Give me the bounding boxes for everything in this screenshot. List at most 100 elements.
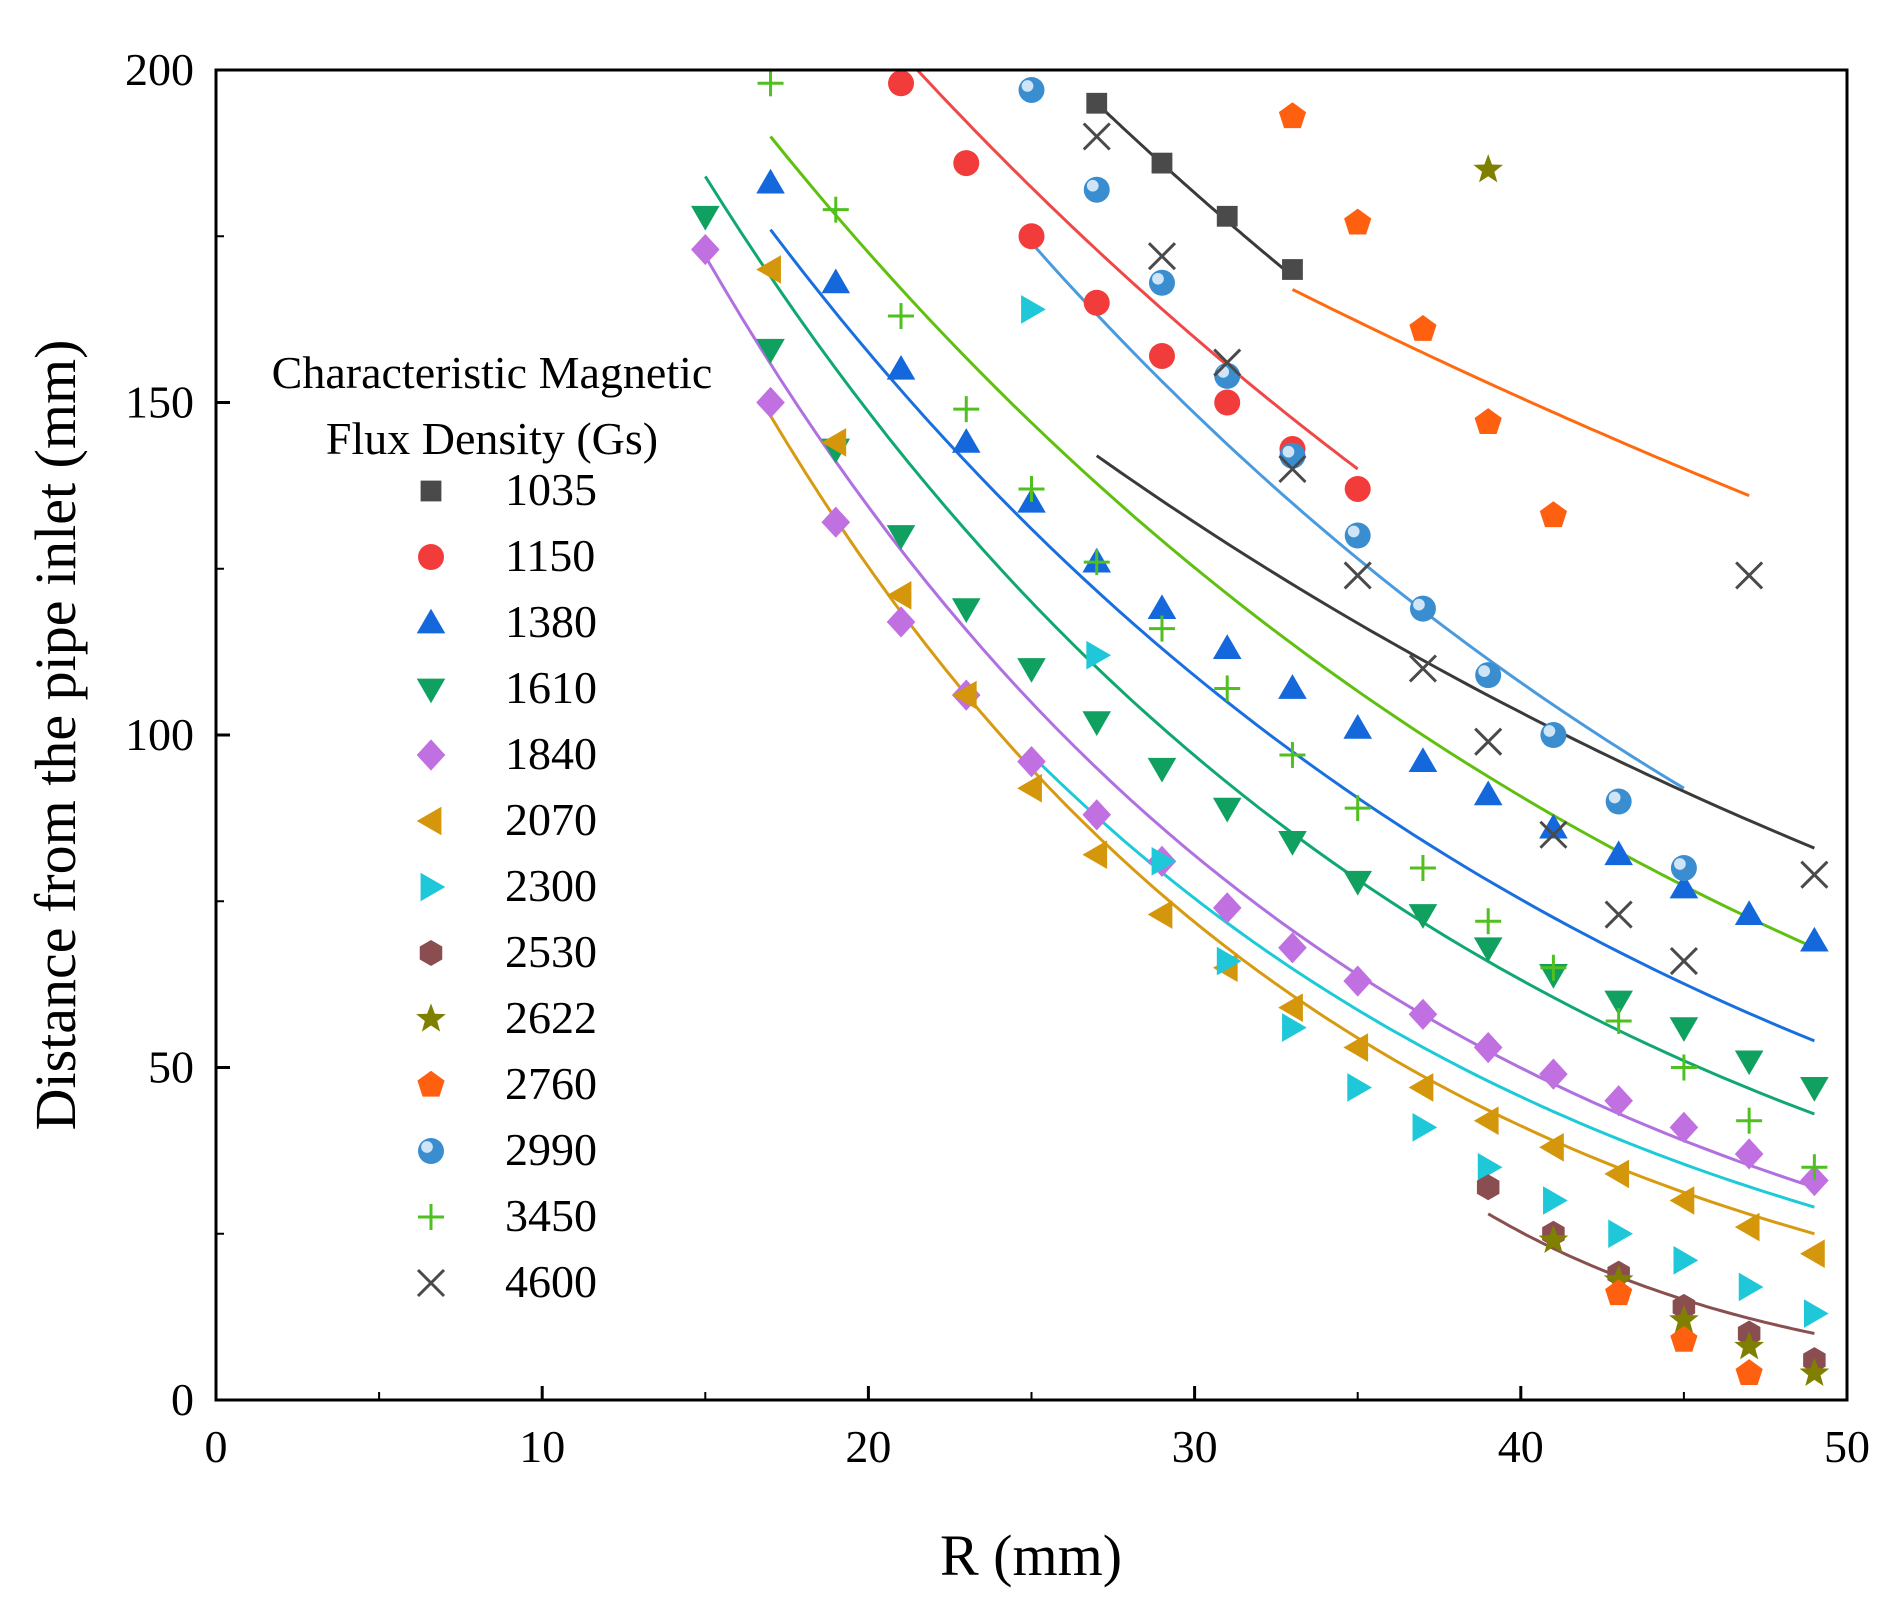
axis-ticks: 0 10 20 30 40 50 0 50 100 150 200	[125, 44, 1870, 1472]
data-point-2622	[1669, 1304, 1699, 1333]
data-point-1610	[1800, 1077, 1829, 1102]
data-point-4600	[1082, 122, 1111, 151]
data-point-3450	[1670, 1054, 1697, 1081]
legend-item-2530: 2530	[419, 926, 597, 977]
data-point-2622	[1603, 1264, 1634, 1293]
data-point-3450	[1083, 549, 1110, 576]
data-point-3450	[822, 196, 849, 223]
data-point-2760	[1278, 102, 1307, 129]
data-points	[691, 70, 1830, 1387]
data-point-1840	[886, 606, 916, 638]
y-tick-label: 150	[125, 377, 194, 428]
data-point-3450	[1540, 954, 1567, 981]
fit-line-1035	[1095, 102, 1294, 278]
legend-marker-2622	[416, 1003, 446, 1032]
data-point-2760	[1539, 501, 1568, 528]
data-point-1840	[1082, 799, 1112, 831]
data-point-3450	[1801, 1154, 1828, 1181]
data-point-2622	[1734, 1331, 1764, 1360]
data-point-2760	[1670, 1325, 1698, 1352]
legend-item-1150: 1150	[418, 530, 595, 581]
y-tick-label: 50	[148, 1042, 194, 1093]
data-point-1035	[1086, 92, 1108, 114]
legend-label: 2990	[505, 1124, 597, 1175]
data-point-2622	[1473, 154, 1504, 183]
data-point-1150	[1018, 223, 1045, 250]
data-point-4600	[1735, 561, 1764, 590]
data-point-2300	[1282, 1013, 1307, 1042]
legend-label: 2622	[505, 992, 597, 1043]
data-point-1380	[1473, 780, 1503, 806]
data-point-2530	[1476, 1174, 1500, 1201]
fit-line-2530	[1487, 1212, 1815, 1335]
fit-lines	[704, 68, 1816, 1335]
data-point-2760	[1409, 315, 1437, 341]
data-point-3450	[1409, 855, 1436, 881]
data-point-2070	[1539, 1133, 1564, 1162]
data-point-1840	[1343, 965, 1372, 997]
legend-item-1840: 1840	[416, 728, 597, 779]
data-point-3450	[1475, 908, 1502, 935]
data-point-1380	[821, 268, 851, 294]
legend-item-1035: 1035	[420, 464, 597, 515]
data-point-1380	[1147, 594, 1177, 620]
legend-item-2760: 2760	[417, 1058, 597, 1109]
data-point-1380	[1604, 840, 1633, 866]
legend-item-2070: 2070	[416, 794, 597, 845]
data-point-1380	[1800, 926, 1829, 952]
legend-marker-3450	[418, 1204, 444, 1230]
data-point-1150	[1083, 289, 1110, 316]
data-point-3450	[1736, 1107, 1763, 1134]
data-point-2990	[1540, 722, 1567, 748]
data-point-1150	[953, 150, 980, 177]
data-point-1610	[756, 338, 785, 364]
data-point-1610	[1343, 870, 1372, 896]
legend-item-3450: 3450	[418, 1190, 597, 1241]
legend-marker-2990	[418, 1138, 444, 1164]
data-point-2070	[1017, 773, 1042, 803]
data-point-2990	[1475, 662, 1502, 689]
data-point-1610	[1604, 990, 1633, 1016]
legend-label: 1840	[505, 728, 597, 779]
data-point-1840	[1408, 998, 1438, 1030]
data-point-1610	[1212, 797, 1242, 823]
data-point-2622	[1538, 1224, 1569, 1254]
legend-label: 3450	[505, 1190, 597, 1241]
data-point-3450	[888, 303, 915, 330]
fit-line-1840	[704, 255, 1815, 1189]
legend-item-1610: 1610	[416, 662, 597, 713]
data-point-1610	[1734, 1050, 1764, 1076]
legend-marker-4600	[416, 1268, 446, 1298]
data-point-1840	[1017, 746, 1046, 778]
y-tick-label: 100	[125, 709, 194, 760]
data-point-2070	[951, 680, 977, 710]
data-point-4600	[1604, 900, 1633, 929]
data-point-2070	[1343, 1033, 1369, 1062]
data-point-2070	[1734, 1212, 1760, 1242]
data-point-3450	[1148, 615, 1175, 642]
data-point-2622	[1799, 1357, 1830, 1387]
legend-label: 2760	[505, 1058, 597, 1109]
data-point-1150	[1344, 475, 1371, 502]
data-point-2990	[1344, 522, 1371, 549]
legend-item-1380: 1380	[416, 596, 597, 647]
fit-line-1380	[769, 228, 1815, 1043]
fit-line-1150	[916, 68, 1359, 471]
legend: Characteristic Magnetic Flux Density (Gs…	[272, 347, 713, 1307]
data-point-2070	[1408, 1073, 1434, 1102]
data-point-2300	[1803, 1299, 1829, 1328]
data-point-2070	[1669, 1186, 1695, 1215]
data-point-1380	[886, 354, 916, 380]
data-point-2760	[1735, 1359, 1763, 1385]
legend-title-line1: Characteristic Magnetic	[272, 347, 713, 398]
legend-marker-2070	[416, 806, 442, 836]
data-point-1380	[1408, 747, 1438, 772]
data-point-2070	[1278, 993, 1303, 1022]
data-point-1610	[1669, 1017, 1699, 1042]
data-point-2300	[1673, 1246, 1699, 1275]
data-point-2070	[886, 581, 912, 610]
x-tick-label: 20	[845, 1421, 891, 1472]
data-point-2990	[1279, 442, 1306, 469]
data-point-1610	[1278, 831, 1307, 856]
legend-label: 1610	[505, 662, 597, 713]
